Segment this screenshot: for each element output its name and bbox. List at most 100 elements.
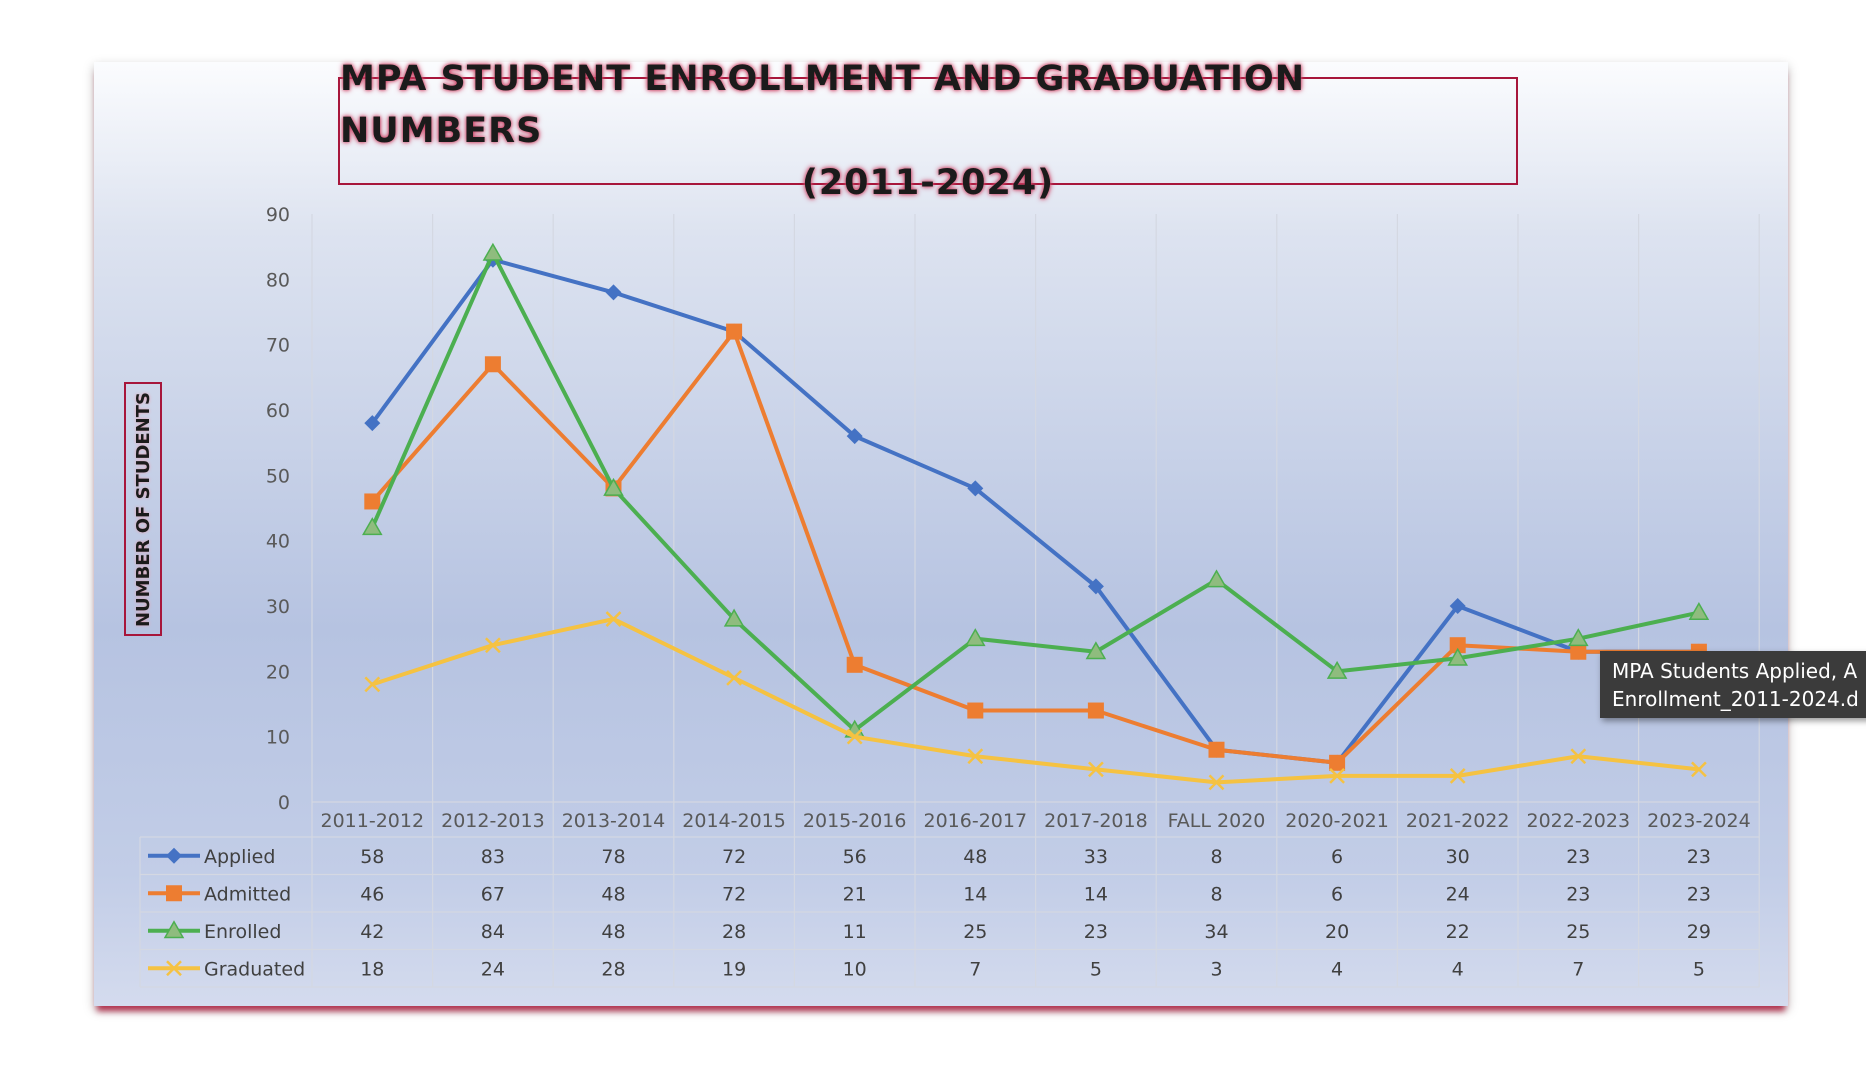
x-category-label: 2021-2022 — [1406, 810, 1510, 832]
data-point-enrolled — [1326, 660, 1348, 679]
x-category-label: 2012-2013 — [441, 810, 545, 832]
y-axis-ticks: 0 10 20 30 40 50 60 70 80 90 — [266, 204, 290, 814]
data-point-graduated-legend-marker — [166, 960, 182, 977]
table-cell: 14 — [963, 883, 987, 905]
data-point-applied-legend-marker — [166, 847, 182, 864]
y-tick-label: 0 — [278, 792, 290, 814]
table-cell: 20 — [1325, 921, 1349, 943]
table-cell: 48 — [601, 883, 625, 905]
y-tick-label: 50 — [266, 465, 290, 487]
x-marker-stroke — [485, 637, 501, 654]
table-cell: 4 — [1452, 958, 1464, 980]
data-point-applied — [605, 284, 622, 301]
y-tick-label: 60 — [266, 400, 290, 422]
hover-tooltip: MPA Students Applied, A Enrollment_2011-… — [1600, 651, 1866, 718]
data-point-applied — [967, 480, 984, 497]
data-point-admitted — [1087, 702, 1104, 719]
chart-title-years: (2011-2024) — [801, 163, 1055, 203]
data-point-admitted — [1329, 754, 1346, 771]
data-point-graduated — [1329, 767, 1345, 784]
y-axis-label: NUMBER OF STUDENTS — [132, 391, 154, 627]
series-line-admitted — [370, 329, 1699, 765]
tooltip-line-2: Enrollment_2011-2024.d — [1612, 687, 1859, 711]
x-category-label: 2017-2018 — [1044, 810, 1148, 832]
table-cell: 10 — [843, 958, 867, 980]
y-axis-label-box: NUMBER OF STUDENTS — [124, 382, 162, 636]
data-point-enrolled — [482, 242, 504, 261]
y-tick-label: 10 — [266, 727, 290, 749]
series-line-enrolled — [370, 251, 1700, 733]
x-marker-stroke — [1208, 774, 1225, 791]
data-point-graduated — [967, 748, 984, 765]
x-marker-stroke — [967, 748, 984, 765]
table-cell: 11 — [843, 921, 867, 943]
data-point-graduated — [1088, 761, 1104, 778]
y-tick-label: 30 — [266, 596, 290, 618]
table-cell: 28 — [601, 958, 625, 980]
chart-title-main: MPA STUDENT ENROLLMENT AND GRADUATION NU… — [340, 59, 1306, 151]
data-point-admitted — [364, 493, 381, 510]
table-cell: 30 — [1446, 846, 1470, 868]
table-cell: 48 — [963, 846, 987, 868]
data-point-graduated — [1570, 748, 1587, 765]
data-point-applied — [364, 415, 381, 432]
data-point-admitted — [484, 356, 501, 373]
y-tick-label: 90 — [266, 204, 290, 226]
x-marker-stroke — [364, 676, 381, 693]
data-point-graduated — [364, 676, 381, 693]
data-point-admitted-legend-marker — [166, 885, 182, 902]
table-cell: 6 — [1331, 883, 1343, 905]
x-marker-stroke — [1691, 761, 1707, 778]
x-category-label: 2011-2012 — [321, 810, 425, 832]
table-cell: 22 — [1446, 921, 1470, 943]
table-cell: 72 — [722, 846, 746, 868]
data-point-admitted — [967, 702, 984, 719]
data-table: 2011-2012 2012-2013 2013-2014 2014-2015 2015… — [139, 801, 1760, 988]
series-line-applied — [370, 257, 1699, 765]
legend-label-enrolled: Enrolled — [204, 921, 281, 943]
x-marker-stroke — [726, 669, 742, 686]
data-point-applied — [846, 428, 863, 445]
data-point-admitted — [1449, 637, 1466, 654]
data-point-enrolled — [362, 517, 383, 536]
data-point-graduated — [1449, 767, 1466, 784]
x-category-label: 2014-2015 — [682, 810, 786, 832]
data-point-applied — [1449, 598, 1466, 614]
table-cell: 23 — [1566, 883, 1590, 905]
gridlines — [311, 214, 1760, 802]
table-cell: 5 — [1090, 958, 1102, 980]
table-cell: 72 — [722, 883, 746, 905]
table-cell: 34 — [1204, 921, 1228, 943]
x-category-label: 2020-2021 — [1285, 810, 1389, 832]
data-point-enrolled — [1447, 647, 1468, 666]
table-cell: 14 — [1084, 883, 1108, 905]
x-marker-stroke — [1449, 767, 1466, 784]
x-marker-stroke — [1088, 761, 1104, 778]
table-cell: 25 — [1566, 921, 1590, 943]
data-point-admitted — [726, 323, 743, 340]
table-cell: 7 — [1572, 958, 1584, 980]
table-cell: 5 — [1693, 958, 1705, 980]
table-cell: 29 — [1687, 921, 1711, 943]
y-tick-label: 20 — [266, 661, 290, 683]
table-cell: 21 — [843, 883, 867, 905]
y-tick-label: 80 — [266, 269, 290, 291]
x-marker-stroke — [1329, 767, 1345, 784]
legend-label-applied: Applied — [204, 846, 275, 868]
table-cell: 78 — [601, 846, 625, 868]
data-point-enrolled — [603, 477, 624, 496]
table-cell: 24 — [1446, 883, 1470, 905]
data-point-enrolled — [1206, 569, 1227, 588]
table-cell: 4 — [1331, 958, 1343, 980]
data-point-enrolled — [1085, 641, 1107, 660]
chart-title: MPA STUDENT ENROLLMENT AND GRADUATION NU… — [338, 59, 1518, 203]
data-point-admitted — [1208, 741, 1225, 758]
legend-label-graduated: Graduated — [204, 958, 305, 980]
tooltip-line-1: MPA Students Applied, A — [1612, 659, 1858, 683]
table-cell: 46 — [360, 883, 384, 905]
table-cell: 48 — [601, 921, 625, 943]
data-point-graduated — [846, 728, 863, 745]
data-point-enrolled — [723, 608, 745, 627]
data-point-graduated — [1691, 761, 1707, 778]
